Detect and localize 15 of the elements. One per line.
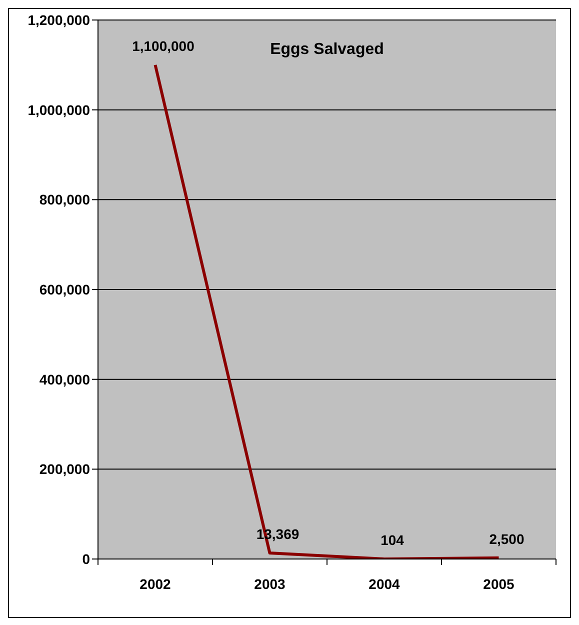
x-tick-label: 2002 [140,576,172,592]
y-tick-label: 1,000,000 [28,102,90,118]
x-tick-label: 2005 [483,576,515,592]
y-tick-label: 1,200,000 [28,12,90,28]
y-tick-label: 200,000 [39,461,90,478]
y-tick-label: 400,000 [39,371,90,388]
y-tick-label: 0 [82,550,90,567]
text: Eggs Salvaged [270,41,384,58]
y-tick-label: 800,000 [39,192,90,208]
data-label: 104 [380,532,404,548]
data-label: 1,100,000 [132,38,195,54]
x-tick-label: 2004 [368,576,400,592]
y-tick-label: 600,000 [39,281,90,298]
x-tick-label: 2003 [254,576,286,592]
data-label: 2,500 [489,530,524,547]
